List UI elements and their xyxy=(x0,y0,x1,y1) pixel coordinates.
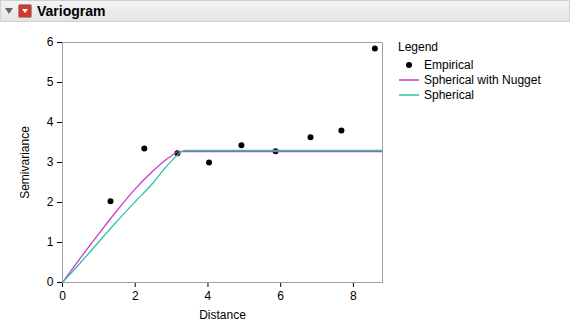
svg-text:5: 5 xyxy=(47,75,54,89)
html-text:Legend: Legend xyxy=(398,40,438,54)
svg-text:6: 6 xyxy=(47,35,54,49)
svg-text:0: 0 xyxy=(47,275,54,289)
svg-text:2: 2 xyxy=(47,195,54,209)
html-text:Spherical: Spherical xyxy=(424,87,474,102)
html-text:Spherical with Nugget: Spherical with Nugget xyxy=(424,72,541,87)
svg-text:2: 2 xyxy=(132,289,139,303)
svg-text:Semivariance: Semivariance xyxy=(18,126,32,199)
svg-text:8: 8 xyxy=(350,289,357,303)
svg-text:4: 4 xyxy=(47,115,54,129)
svg-text:4: 4 xyxy=(205,289,212,303)
svg-text:0: 0 xyxy=(59,289,66,303)
html-text:Empirical: Empirical xyxy=(424,57,474,72)
svg-text:3: 3 xyxy=(47,155,54,169)
svg-text:1: 1 xyxy=(47,235,54,249)
svg-text:Distance: Distance xyxy=(199,308,246,322)
html-text:Variogram: Variogram xyxy=(37,3,106,19)
svg-text:6: 6 xyxy=(277,289,284,303)
